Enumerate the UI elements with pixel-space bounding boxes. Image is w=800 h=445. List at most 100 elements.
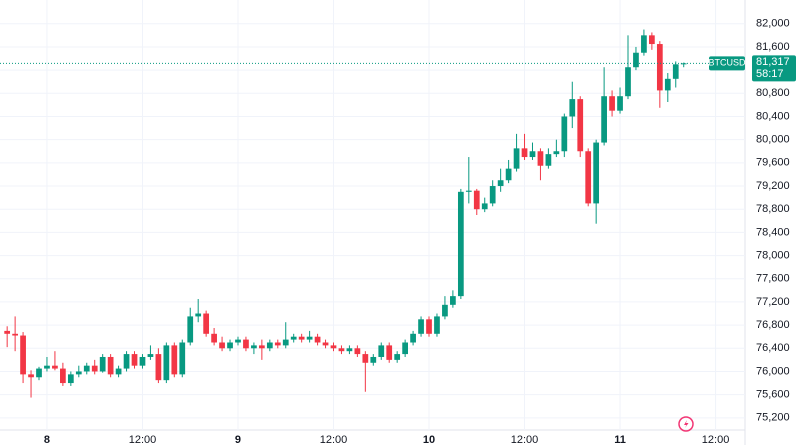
candle-body — [330, 345, 337, 349]
candle-body — [593, 142, 600, 204]
candle-body — [258, 345, 265, 349]
candle-body — [4, 330, 11, 334]
y-tick-label: 75,600 — [756, 389, 790, 401]
candle-body — [83, 365, 90, 372]
y-tick-label: 77,600 — [756, 273, 790, 285]
candle-body — [450, 296, 456, 305]
candle-body — [36, 368, 42, 378]
candle-body — [282, 339, 289, 346]
candle-body — [187, 316, 194, 343]
candle-body — [338, 348, 345, 352]
candle-body — [139, 356, 146, 366]
candle-body — [569, 99, 576, 117]
symbol-tag — [709, 56, 745, 71]
candle-body — [553, 151, 560, 155]
countdown-label: 58:17 — [756, 68, 784, 80]
candle-body — [378, 345, 385, 357]
candle-body — [227, 342, 233, 349]
candle-body — [107, 356, 114, 375]
candle-body — [561, 116, 568, 152]
y-tick-label: 75,200 — [756, 412, 790, 424]
x-tick-label: 12:00 — [320, 434, 348, 445]
candle-body — [497, 180, 504, 187]
y-tick-label: 79,200 — [756, 180, 790, 192]
candle-body — [179, 342, 186, 375]
candle-body — [290, 336, 297, 340]
y-tick-label: 80,000 — [756, 134, 790, 146]
y-tick-label: 79,600 — [756, 157, 790, 169]
candle-body — [426, 319, 432, 334]
candle-body — [12, 333, 18, 336]
candle-body — [52, 365, 58, 369]
candle-body — [346, 348, 353, 352]
y-tick-label: 82,000 — [756, 18, 790, 30]
candle-body — [211, 333, 217, 343]
candle-body — [251, 345, 257, 349]
candle-body — [402, 342, 408, 355]
candle-body — [394, 354, 401, 360]
candle-body — [91, 365, 98, 372]
y-tick-label: 77,200 — [756, 296, 790, 308]
candle-body — [123, 354, 130, 369]
y-tick-label: 80,400 — [756, 110, 790, 122]
candle-body — [298, 336, 305, 340]
candle-body — [442, 304, 448, 317]
candle-body — [585, 151, 592, 204]
last-price-label: 81,317 — [756, 56, 790, 68]
candle-body — [44, 365, 50, 369]
candle-body — [314, 336, 321, 343]
candle-body — [672, 64, 679, 79]
candle-body — [354, 348, 361, 355]
candle-body — [489, 186, 496, 204]
candle-body — [521, 148, 528, 158]
candle-body — [203, 313, 210, 334]
candle-body — [60, 368, 66, 384]
candle-body — [322, 342, 329, 346]
candle-body — [75, 371, 82, 375]
candle-body — [641, 35, 647, 53]
y-tick-label: 81,600 — [756, 41, 790, 53]
candle-body — [609, 96, 615, 111]
candles — [4, 29, 687, 398]
candle-body — [473, 190, 480, 210]
candle-body — [664, 78, 671, 91]
candle-body — [195, 313, 202, 317]
candle-body — [67, 374, 74, 384]
x-tick-label: 9 — [235, 434, 241, 445]
y-tick-label: 76,800 — [756, 319, 790, 331]
candle-body — [306, 336, 313, 340]
candle-body — [680, 63, 687, 65]
candle-body — [115, 368, 122, 375]
price-tag — [752, 55, 796, 82]
flash-icon[interactable] — [678, 416, 694, 432]
candle-body — [219, 342, 225, 349]
x-tick-label: 11 — [614, 434, 626, 445]
candle-body — [370, 356, 377, 363]
y-tick-label: 78,800 — [756, 203, 790, 215]
candle-body — [99, 356, 106, 372]
y-tick-label: 76,400 — [756, 342, 790, 354]
candle-body — [625, 67, 631, 97]
candle-body — [410, 333, 416, 343]
candle-body — [633, 52, 639, 68]
symbol-label: BTCUSD — [708, 58, 746, 68]
y-tick-label: 78,400 — [756, 226, 790, 238]
candle-body — [513, 148, 520, 169]
candle-body — [171, 345, 178, 375]
candle-body — [617, 96, 623, 111]
candle-body — [386, 345, 393, 360]
candle-body — [274, 342, 281, 346]
candle-body — [457, 191, 464, 297]
candle-body — [529, 151, 536, 158]
candle-body — [434, 316, 440, 334]
y-tick-label: 76,000 — [756, 365, 790, 377]
candle-body — [362, 354, 369, 363]
candle-body — [131, 354, 138, 366]
x-tick-label: 12:00 — [702, 434, 730, 445]
candle-body — [418, 319, 424, 334]
x-tick-label: 10 — [423, 434, 435, 445]
candle-body — [656, 44, 663, 91]
